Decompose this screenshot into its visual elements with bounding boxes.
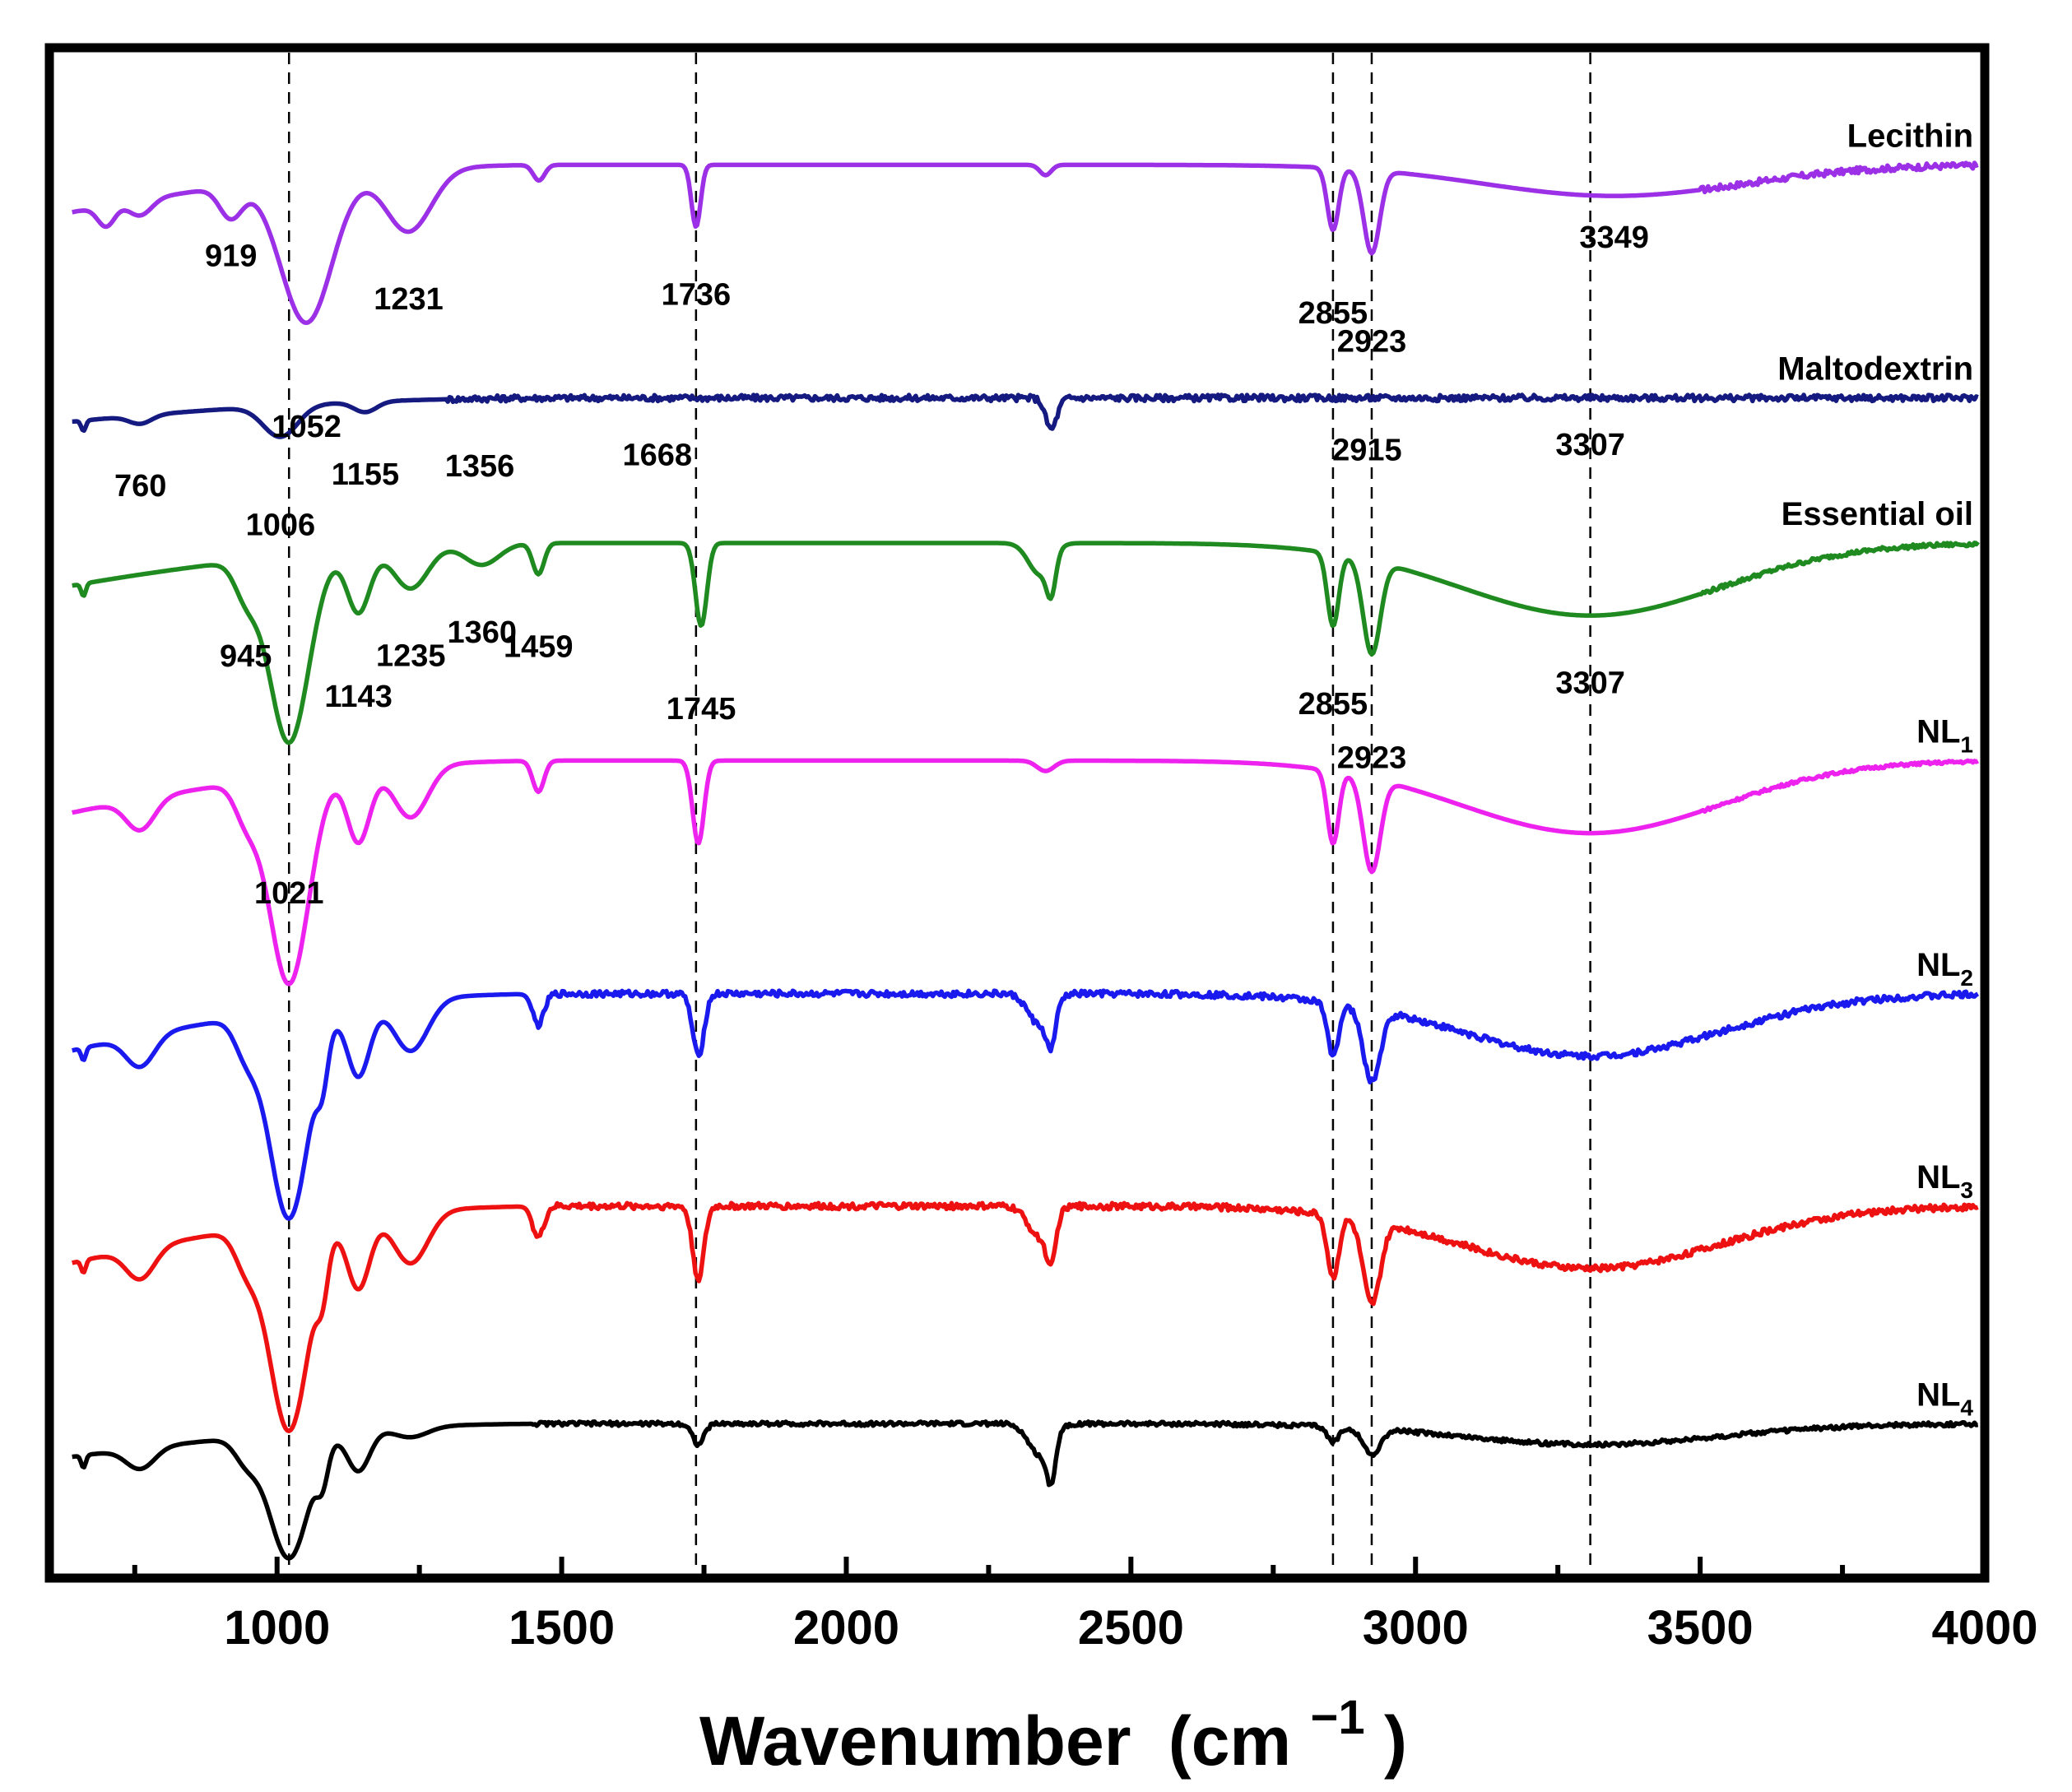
peak-label: 1006 <box>246 508 316 543</box>
peak-label: 1021 <box>254 876 324 911</box>
peak-label: 1155 <box>332 457 399 492</box>
x-tick-label: 2500 <box>1078 1601 1184 1655</box>
spectrum-line <box>71 1419 1979 1561</box>
peak-label: 2923 <box>1337 325 1407 360</box>
x-tick-label: 4000 <box>1931 1601 2037 1655</box>
peak-label: 3307 <box>1555 666 1625 701</box>
peak-label: 1459 <box>504 630 574 665</box>
peak-label: 1231 <box>374 282 444 317</box>
x-tick-label: 2000 <box>793 1601 899 1655</box>
peak-label: 2923 <box>1337 741 1407 776</box>
x-axis-title: Wavenumber (cm −1 ) <box>699 1671 1407 1780</box>
peak-label: 1736 <box>662 277 732 312</box>
peak-label: 1235 <box>376 639 446 674</box>
peak-label: 1745 <box>667 692 736 727</box>
peak-label: 1668 <box>623 439 693 473</box>
peak-label: 919 <box>205 239 257 273</box>
x-axis-title-text: Wavenumber <box>699 1702 1131 1780</box>
x-tick-label: 3500 <box>1647 1601 1754 1655</box>
peak-label: 2855 <box>1298 296 1368 331</box>
peak-label: 1052 <box>272 410 341 444</box>
x-tick-label: 1000 <box>224 1601 330 1655</box>
series-label: NL2 <box>1916 947 1973 991</box>
peak-label: 945 <box>220 639 272 674</box>
x-axis-unit-close: ) <box>1384 1702 1407 1780</box>
x-tick-label: 1500 <box>509 1601 615 1655</box>
spectra <box>71 160 1980 1561</box>
peak-label: 3349 <box>1579 221 1649 255</box>
series-label: NL3 <box>1916 1159 1973 1203</box>
spectrum-line <box>71 758 1980 987</box>
peak-label: 1360 <box>447 615 517 650</box>
peak-label: 1356 <box>445 449 515 484</box>
series-label: NL4 <box>1916 1376 1973 1420</box>
series-label: Maltodextrin <box>1777 351 1973 388</box>
series-label: NL1 <box>1916 713 1973 757</box>
x-axis: 1000 1500 2000 2500 3000 3500 4000 <box>132 1557 2038 1655</box>
series-label: Essential oil <box>1782 496 1973 532</box>
x-axis-unit-open: (cm <box>1168 1702 1291 1780</box>
spectrum-line <box>71 540 1980 745</box>
peak-label: 3307 <box>1555 428 1625 462</box>
x-tick-label: 3000 <box>1363 1601 1469 1655</box>
spectrum-line <box>71 160 1979 326</box>
peak-label: 1143 <box>324 680 392 714</box>
peak-label: 2915 <box>1332 433 1402 467</box>
reference-lines <box>287 53 1591 1573</box>
plot-frame <box>44 43 1990 1583</box>
peak-label: 760 <box>114 469 166 504</box>
x-axis-unit-exponent: −1 <box>1310 1691 1364 1744</box>
spectrum-line <box>71 988 1980 1221</box>
spectrum-line <box>71 1200 1979 1433</box>
spectrum-line <box>71 392 1979 439</box>
peak-label: 2855 <box>1298 687 1368 722</box>
series-label: Lecithin <box>1847 118 1973 154</box>
